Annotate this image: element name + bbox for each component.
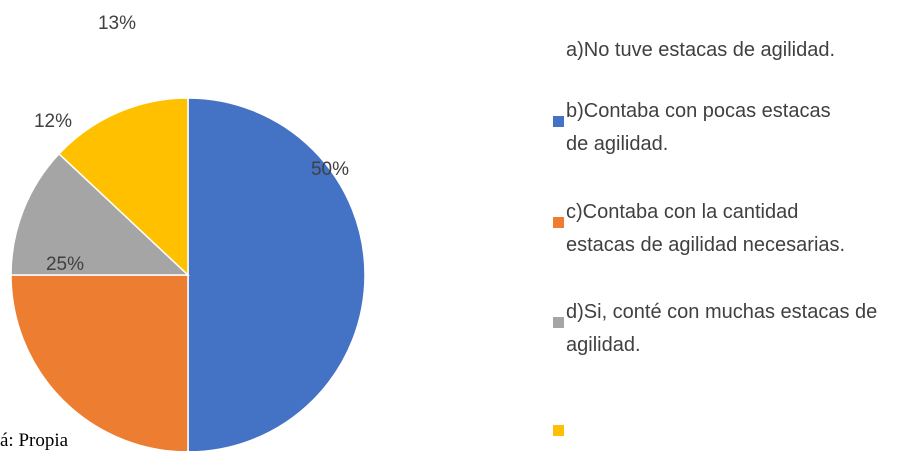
pie-slice: [10, 152, 190, 276]
legend-marker: [553, 116, 564, 127]
pie-slice: [10, 274, 189, 451]
data-label: 13%: [98, 13, 136, 34]
legend-marker: [553, 317, 564, 328]
pie-slice: [187, 97, 366, 451]
legend-label: a)No tuve estacas de agilidad.: [566, 39, 836, 61]
legend-marker: [553, 217, 564, 228]
source: á: Propia: [0, 430, 69, 451]
data-label: 50%: [311, 159, 349, 180]
legend-marker: [553, 55, 564, 66]
legend-label: b)Contaba con pocas estacas de agilidad.: [566, 100, 831, 155]
data-label: 12%: [34, 111, 72, 132]
pie-slice: [57, 97, 189, 277]
data-label: 25%: [46, 254, 84, 275]
legend-marker: [553, 425, 564, 436]
legend-label: c)Contaba con la cantidad estacas de agi…: [566, 201, 846, 256]
legend-label: d)Si, conté con muchas estacas de agilid…: [566, 301, 878, 356]
